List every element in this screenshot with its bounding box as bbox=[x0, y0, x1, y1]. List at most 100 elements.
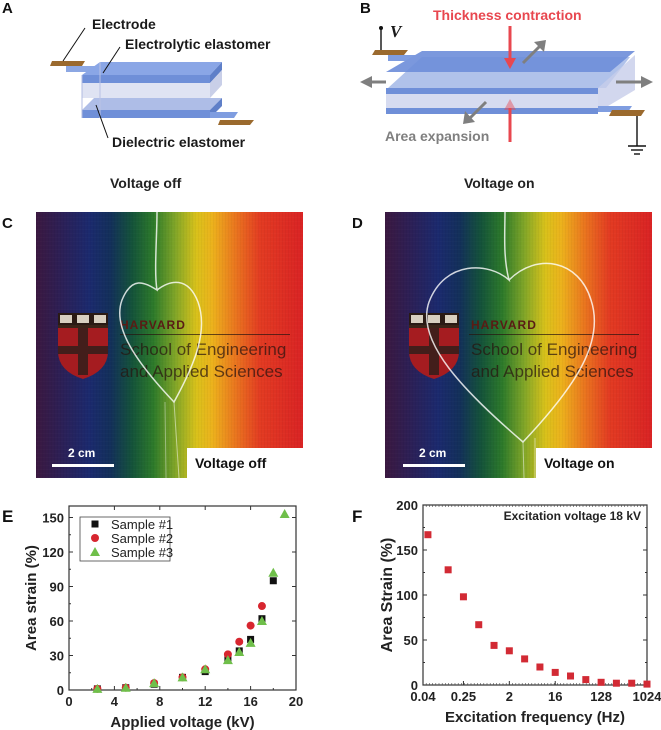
label-dielectric-elastomer: Dielectric elastomer bbox=[112, 134, 246, 150]
data-point bbox=[256, 616, 267, 625]
series-3 bbox=[92, 509, 290, 693]
data-point bbox=[551, 668, 559, 676]
panel-a-letter: A bbox=[2, 0, 13, 17]
state-label: Voltage on bbox=[536, 448, 652, 478]
data-point bbox=[424, 531, 432, 539]
bottom-layer-top bbox=[82, 98, 222, 110]
electrode-left bbox=[372, 50, 408, 55]
electrode-right bbox=[218, 120, 254, 125]
area-arrows bbox=[360, 40, 653, 124]
top-layer-front bbox=[386, 88, 598, 94]
chart-e: 0 4 8 12 16 20 0 30 60 90 120 150 Applied voltage (k… bbox=[23, 505, 303, 730]
data-point bbox=[268, 567, 279, 577]
legend-marker bbox=[91, 520, 99, 528]
data-point bbox=[597, 678, 605, 686]
top-layer-side bbox=[210, 62, 222, 83]
x-tick-label: 12 bbox=[198, 694, 212, 709]
top-layer-inner bbox=[388, 57, 630, 88]
panel-e-letter: E bbox=[2, 507, 14, 526]
scale-bar bbox=[403, 464, 465, 467]
y-tick-label: 50 bbox=[404, 633, 418, 648]
legend-label: Sample #1 bbox=[111, 517, 173, 532]
x-tick-label: 1024 bbox=[633, 689, 661, 704]
data-point bbox=[257, 602, 266, 611]
x-tick-label: 16 bbox=[243, 694, 257, 709]
legend-label: Sample #3 bbox=[111, 545, 173, 560]
logo-line-2: School of Engineering bbox=[120, 340, 287, 359]
scale-label: 2 cm bbox=[68, 446, 96, 460]
top-layer-top-face bbox=[82, 62, 222, 75]
data-point bbox=[505, 647, 513, 655]
data-point bbox=[234, 647, 245, 657]
legend-marker bbox=[91, 534, 99, 542]
y-tick-label: 200 bbox=[396, 498, 418, 513]
data-point bbox=[120, 682, 131, 692]
data-point bbox=[536, 663, 544, 671]
leader-electrolytic bbox=[102, 46, 121, 74]
legend-marker bbox=[90, 547, 100, 556]
panel-c-letter: C bbox=[2, 215, 13, 232]
dielectric-front bbox=[82, 83, 210, 98]
leader-dielectric bbox=[95, 104, 109, 139]
top-layer-front bbox=[82, 75, 210, 83]
x-axis-label: Excitation frequency (Hz) bbox=[445, 709, 625, 726]
data-point bbox=[643, 680, 651, 688]
harvard-shield bbox=[58, 313, 108, 379]
x-tick-label: 8 bbox=[156, 694, 163, 709]
data-point bbox=[444, 566, 452, 574]
data-point bbox=[521, 655, 529, 663]
x-tick-label: 4 bbox=[111, 694, 119, 709]
y-tick-label: 120 bbox=[42, 545, 64, 560]
panel-b-diagram bbox=[360, 26, 653, 155]
annotation: Excitation voltage 18 kV bbox=[504, 509, 641, 523]
plot-frame bbox=[422, 504, 648, 686]
y-tick-label: 150 bbox=[396, 543, 418, 558]
data-point bbox=[269, 577, 277, 585]
x-tick-label: 0.04 bbox=[410, 689, 436, 704]
logo-line-3: and Applied Sciences bbox=[471, 362, 634, 381]
x-tick-label: 20 bbox=[289, 694, 303, 709]
y-tick-label: 30 bbox=[50, 649, 64, 664]
bottom-layer-front bbox=[386, 108, 598, 114]
data-point bbox=[235, 637, 244, 646]
y-tick-label: 90 bbox=[50, 580, 64, 595]
x-axis-label: Applied voltage (kV) bbox=[110, 714, 254, 730]
data-point bbox=[279, 509, 290, 519]
data-point bbox=[177, 672, 188, 682]
logo-line-3: and Applied Sciences bbox=[120, 362, 283, 381]
panel-a-diagram bbox=[50, 27, 254, 139]
data-point bbox=[149, 678, 160, 688]
logo-harvard: HARVARD bbox=[471, 318, 537, 332]
data-point bbox=[459, 593, 467, 601]
photo-voltage-on: HARVARD School of Engineering and Applie… bbox=[385, 212, 652, 478]
y-axis-label: Area Strain (%) bbox=[379, 538, 396, 653]
scale-bar bbox=[52, 464, 114, 467]
data-point bbox=[628, 679, 636, 687]
data-point bbox=[246, 621, 255, 630]
y-tick-label: 0 bbox=[57, 683, 64, 698]
panel-d-letter: D bbox=[352, 215, 363, 232]
y-tick-label: 100 bbox=[396, 588, 418, 603]
legend-label: Sample #2 bbox=[111, 531, 173, 546]
series-1 bbox=[424, 531, 651, 688]
panel-b-letter: B bbox=[360, 0, 371, 17]
panel-f-letter: F bbox=[352, 507, 363, 526]
logo-line-2: School of Engineering bbox=[471, 340, 638, 359]
bottom-layer-front bbox=[82, 110, 210, 118]
caption-b: Voltage on bbox=[464, 175, 535, 191]
electrode-right bbox=[609, 110, 645, 116]
label-electrode: Electrode bbox=[92, 16, 156, 32]
y-axis-label: Area strain (%) bbox=[23, 545, 40, 651]
label-area-expansion: Area expansion bbox=[385, 128, 490, 144]
x-tick-label: 0.25 bbox=[451, 689, 476, 704]
dielectric-side bbox=[210, 70, 222, 98]
x-tick-label: 128 bbox=[590, 689, 612, 704]
y-tick-label: 150 bbox=[42, 511, 64, 526]
x-tick-label: 2 bbox=[506, 689, 513, 704]
chart-f: 0.04 0.25 2 16 128 1024 0 50 100 150 200 Excitation… bbox=[379, 498, 661, 726]
photo-voltage-off: HARVARD School of Engineering and Applie… bbox=[36, 212, 303, 478]
x-tick-label: 0 bbox=[65, 694, 72, 709]
voltage-symbol: V bbox=[390, 22, 402, 41]
data-point bbox=[200, 664, 211, 674]
